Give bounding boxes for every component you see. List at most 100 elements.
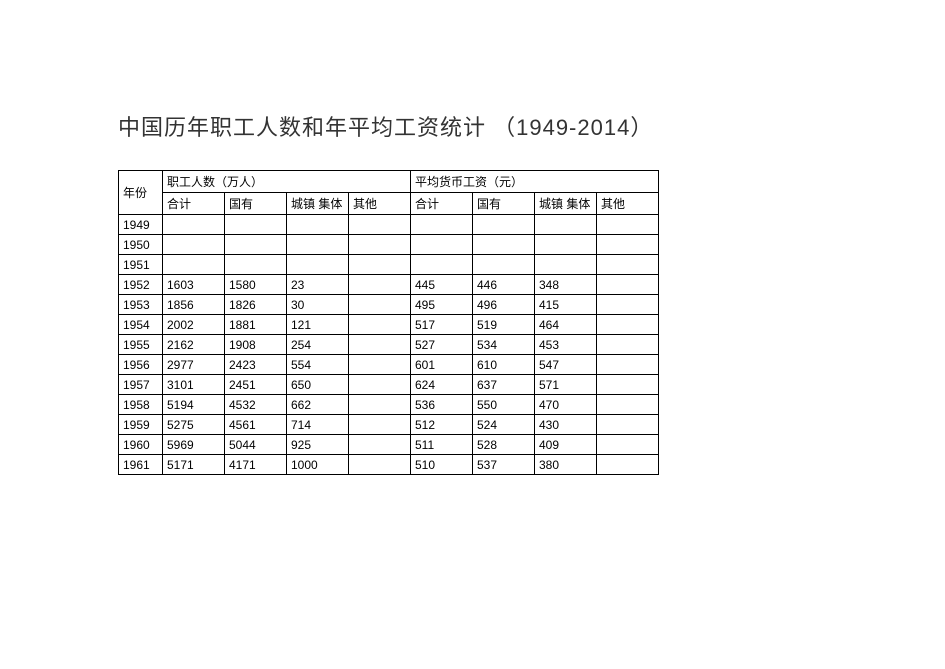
cell-a-other [349,355,411,375]
table-body: 1949195019511952160315802344544634819531… [119,215,659,475]
cell-a-other [349,415,411,435]
cell-a-state: 4561 [225,415,287,435]
cell-a-urban [287,235,349,255]
col-a-total-header: 合计 [163,193,225,215]
table-row: 195851944532662536550470 [119,395,659,415]
cell-a-state: 1826 [225,295,287,315]
cell-b-other [597,375,659,395]
cell-b-state: 524 [473,415,535,435]
cell-b-total: 624 [411,375,473,395]
col-b-state-header: 国有 [473,193,535,215]
cell-a-state: 4171 [225,455,287,475]
cell-b-other [597,275,659,295]
cell-year: 1956 [119,355,163,375]
cell-b-total: 445 [411,275,473,295]
cell-b-total [411,215,473,235]
cell-b-other [597,355,659,375]
cell-b-urban: 415 [535,295,597,315]
cell-a-state: 2451 [225,375,287,395]
cell-a-urban: 554 [287,355,349,375]
cell-a-total [163,215,225,235]
cell-b-state [473,255,535,275]
cell-b-urban: 430 [535,415,597,435]
cell-b-urban: 409 [535,435,597,455]
table-row: 195629772423554601610547 [119,355,659,375]
table-row: 1951 [119,255,659,275]
cell-a-total: 1856 [163,295,225,315]
cell-year: 1953 [119,295,163,315]
cell-a-total: 2162 [163,335,225,355]
stats-table: 年份 职工人数（万人） 平均货币工资（元） 合计 国有 城镇 集体 其他 合计 … [118,170,659,475]
cell-b-urban: 470 [535,395,597,415]
cell-b-total [411,255,473,275]
cell-a-total: 5969 [163,435,225,455]
table-row: 1961517141711000510537380 [119,455,659,475]
page-title: 中国历年职工人数和年平均工资统计 （1949-2014） [118,110,945,142]
cell-a-urban: 121 [287,315,349,335]
cell-a-state: 4532 [225,395,287,415]
cell-year: 1959 [119,415,163,435]
cell-a-total: 2977 [163,355,225,375]
cell-a-urban [287,215,349,235]
table-row: 1949 [119,215,659,235]
cell-a-other [349,375,411,395]
cell-a-total: 1603 [163,275,225,295]
col-group-a-header: 职工人数（万人） [163,171,411,193]
header-row-groups: 年份 职工人数（万人） 平均货币工资（元） [119,171,659,193]
col-b-urban-header: 城镇 集体 [535,193,597,215]
cell-b-other [597,235,659,255]
cell-a-state: 1580 [225,275,287,295]
cell-year: 1954 [119,315,163,335]
cell-b-urban [535,255,597,275]
cell-b-total: 495 [411,295,473,315]
table-row: 195731012451650624637571 [119,375,659,395]
cell-year: 1955 [119,335,163,355]
cell-b-state: 528 [473,435,535,455]
cell-b-total: 512 [411,415,473,435]
cell-year: 1961 [119,455,163,475]
cell-a-other [349,255,411,275]
cell-a-state [225,255,287,275]
cell-a-state: 5044 [225,435,287,455]
cell-a-urban: 662 [287,395,349,415]
table-row: 195420021881121517519464 [119,315,659,335]
cell-a-other [349,275,411,295]
cell-b-urban [535,215,597,235]
cell-a-state: 1908 [225,335,287,355]
cell-year: 1950 [119,235,163,255]
cell-a-urban: 23 [287,275,349,295]
cell-b-urban: 571 [535,375,597,395]
cell-a-urban: 30 [287,295,349,315]
cell-year: 1958 [119,395,163,415]
cell-b-total: 517 [411,315,473,335]
cell-b-other [597,255,659,275]
cell-a-state: 2423 [225,355,287,375]
cell-b-total: 511 [411,435,473,455]
cell-b-urban: 547 [535,355,597,375]
document-page: 中国历年职工人数和年平均工资统计 （1949-2014） 年份 职工人数（万人）… [0,0,945,475]
cell-a-other [349,215,411,235]
table-header: 年份 职工人数（万人） 平均货币工资（元） 合计 国有 城镇 集体 其他 合计 … [119,171,659,215]
cell-a-urban: 1000 [287,455,349,475]
col-b-other-header: 其他 [597,193,659,215]
cell-a-total: 5194 [163,395,225,415]
cell-b-other [597,295,659,315]
cell-b-total: 510 [411,455,473,475]
cell-a-total: 2002 [163,315,225,335]
table-row: 1950 [119,235,659,255]
cell-a-urban: 650 [287,375,349,395]
cell-a-other [349,335,411,355]
cell-b-state: 519 [473,315,535,335]
cell-b-urban: 380 [535,455,597,475]
cell-b-other [597,435,659,455]
cell-a-urban: 925 [287,435,349,455]
cell-b-state: 496 [473,295,535,315]
cell-b-urban [535,235,597,255]
table-row: 19531856182630 495496415 [119,295,659,315]
cell-a-total: 5171 [163,455,225,475]
col-a-urban-header: 城镇 集体 [287,193,349,215]
cell-a-other [349,395,411,415]
cell-b-other [597,455,659,475]
table-row: 195952754561714512524430 [119,415,659,435]
cell-b-state [473,215,535,235]
